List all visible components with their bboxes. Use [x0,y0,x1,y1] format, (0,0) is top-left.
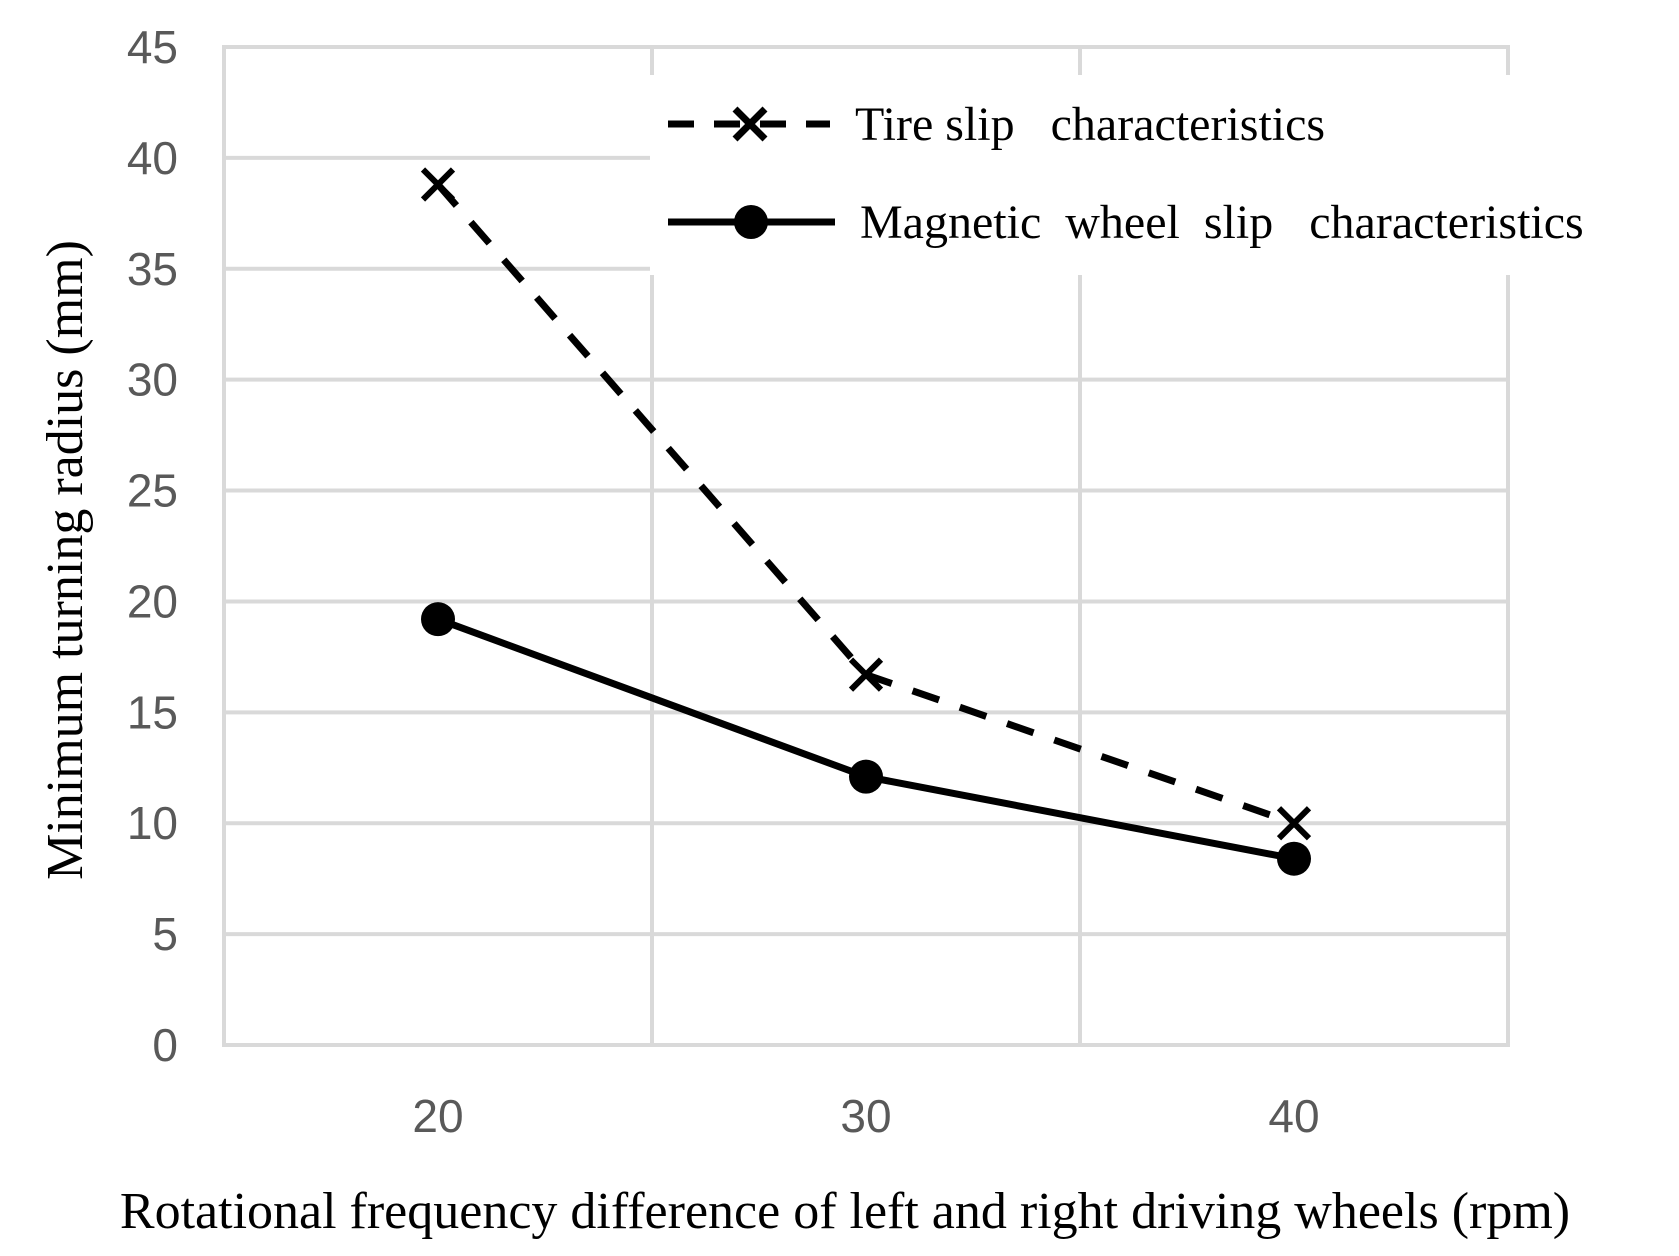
plot-frame [222,45,1510,1047]
y-tick-label-20: 20 [127,575,178,627]
y-tick-label-10: 10 [127,797,178,849]
x-tick-label-30: 30 [840,1090,891,1142]
legend-label-magnetic: Magnetic wheel slip characteristics [860,196,1584,249]
y-tick-label-30: 30 [127,354,178,406]
x-tick-label-40: 40 [1268,1090,1319,1142]
legend: Tire slip characteristics Magnetic wheel… [650,75,1660,275]
legend-background [650,75,1660,275]
tire-slip-point-40 [1276,806,1312,841]
y-tick-labels: 0 5 10 15 20 25 30 35 40 45 [127,21,178,1071]
magnetic-slip-point-40 [1277,841,1311,876]
y-tick-label-15: 15 [127,686,178,738]
y-tick-label-5: 5 [152,908,178,960]
y-tick-label-0: 0 [152,1019,178,1071]
legend-magnetic-marker [734,205,768,239]
tire-slip-point-20 [420,167,456,202]
y-tick-label-40: 40 [127,132,178,184]
x-axis-title: Rotational frequency difference of left … [120,1183,1570,1240]
series-line-0 [435,182,1296,827]
y-axis-title: Minimum turning radius (mm) [37,240,94,880]
x-tick-label-20: 20 [412,1090,463,1142]
magnetic-slip-point-20 [421,602,455,637]
series [420,167,1312,876]
magnetic-slip-point-30 [849,759,883,794]
tire-slip-point-30 [848,657,884,692]
y-tick-label-25: 25 [127,465,178,517]
y-tick-label-35: 35 [127,243,178,295]
x-tick-labels: 20 30 40 [412,1090,1319,1142]
legend-tire-marker [732,106,768,142]
legend-label-tire: Tire slip characteristics [855,98,1325,151]
y-tick-label-45: 45 [127,21,178,73]
